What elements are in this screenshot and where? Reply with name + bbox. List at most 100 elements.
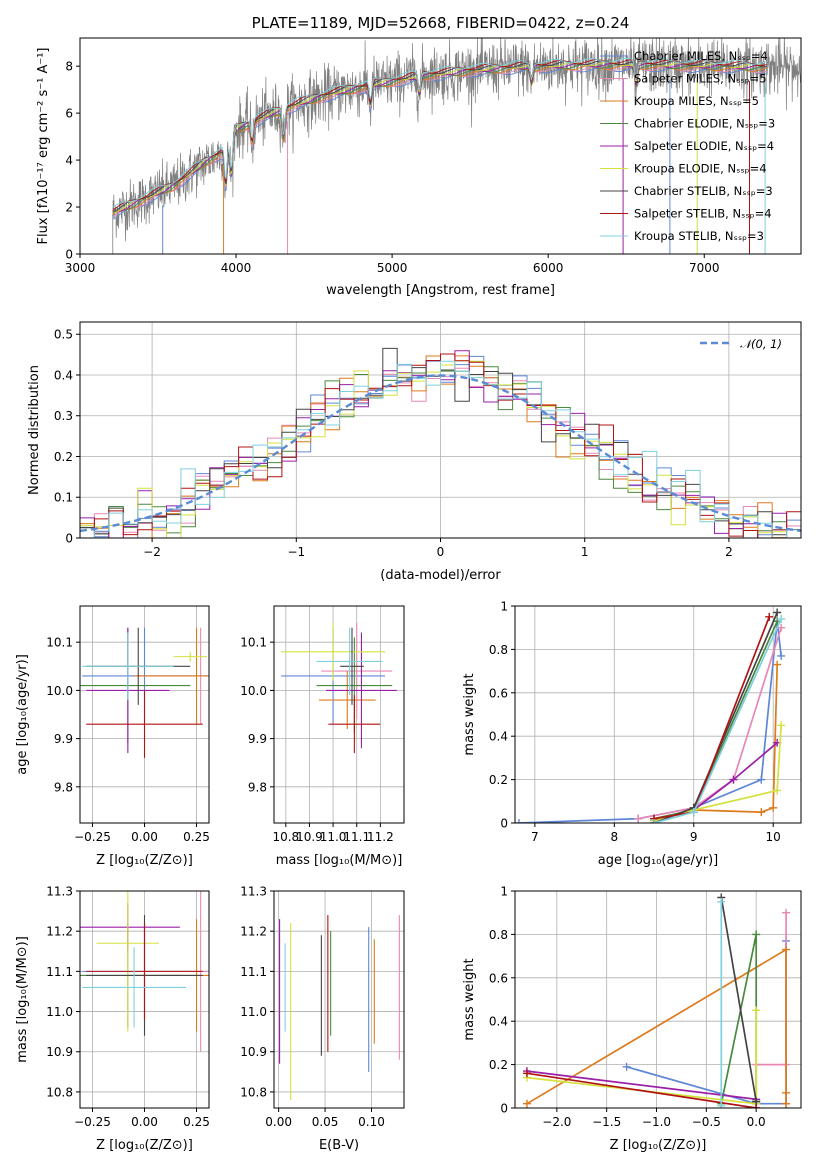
y-tick-label: 10.0	[46, 684, 73, 698]
y-tick-label: 0.2	[489, 773, 508, 787]
grid	[274, 890, 404, 1108]
axes-frame	[273, 605, 405, 824]
x-tick-label: −1	[287, 545, 305, 559]
legend-label: Chabrier MILES, Nₛₛₚ=4	[634, 49, 768, 63]
legend-label: Salpeter ELODIE, Nₛₛₚ=4	[634, 139, 774, 153]
axes-frame	[79, 37, 802, 255]
y-tick-label: 11.2	[46, 925, 73, 939]
mass-weight-series	[717, 893, 761, 1106]
y-axis-label: Flux [fλ10⁻¹⁷ erg cm⁻² s⁻¹ A⁻¹]	[36, 48, 51, 245]
plot-area	[522, 893, 791, 1108]
spectrum-panel: 3000 4000 5000 6000 7000 0 2 4 6 8 wavelength [Ang…	[36, 14, 802, 298]
chart-title: PLATE=1189, MJD=52668, FIBERID=0422, z=0…	[252, 14, 630, 32]
y-tick-label: 0.5	[54, 328, 73, 342]
x-tick-label: 0.00	[131, 830, 158, 844]
x-tick-label: 11.1	[343, 830, 370, 844]
x-tick-label: −0.5	[692, 1115, 721, 1129]
mass-weight-vs-metallicity-panel: −2.0 −1.5 −1.0 −0.5 0.0 0 0.2 0.4 0.6 0.8 1 Z [log₁…	[462, 885, 802, 1153]
legend-entry: Salpeter STELIB, Nₛₛₚ=4	[600, 207, 772, 221]
series-marker	[717, 897, 726, 906]
y-tick-label: 10.9	[240, 1045, 267, 1059]
x-tick-label: −2	[143, 545, 161, 559]
y-tick-label: 0.4	[489, 1015, 508, 1029]
series-line	[653, 616, 770, 820]
error-bar-point	[340, 627, 364, 705]
plot-area	[515, 608, 786, 823]
mass-weight-series	[650, 612, 774, 823]
series-marker	[729, 775, 738, 784]
series-marker	[769, 803, 778, 812]
error-bar-point	[86, 690, 203, 758]
legend-entry: Kroupa ELODIE, Nₛₛₚ=4	[600, 162, 767, 176]
y-tick-label: 11.2	[240, 925, 267, 939]
y-tick-label: 0.4	[489, 730, 508, 744]
series-marker	[522, 1099, 531, 1108]
x-tick-label: −1.5	[592, 1115, 621, 1129]
axes-frame	[514, 605, 802, 824]
y-tick-label: 9.8	[248, 780, 267, 794]
y-tick-label: 11.3	[46, 885, 73, 899]
x-axis-label: mass [log₁₀(M/M⊙)]	[276, 853, 403, 868]
x-axis-label: Z [log₁₀(Z/Z⊙)]	[610, 1138, 707, 1153]
y-tick-label: 0.2	[54, 450, 73, 464]
x-tick-label: 11.2	[367, 830, 394, 844]
legend-label: 𝒩(0, 1)	[740, 337, 782, 351]
legend-label: Kroupa ELODIE, Nₛₛₚ=4	[634, 162, 767, 176]
plot-area	[279, 915, 400, 1100]
error-bar-point	[318, 671, 376, 729]
series-line	[720, 897, 758, 1102]
model-spectrum-line	[112, 59, 767, 211]
y-tick-label: 0.8	[489, 928, 508, 942]
series-line	[653, 620, 778, 820]
series-marker	[650, 819, 659, 823]
x-axis-label: (data-model)/error	[380, 568, 501, 583]
series-marker	[777, 651, 786, 660]
legend-label: Kroupa MILES, Nₛₛₚ=5	[634, 94, 759, 108]
series-line	[518, 621, 782, 823]
mass-vs-metallicity-panel: −0.25 0.00 0.25 10.8 10.9 11.0 11.1 11.2 11.3 Z […	[15, 885, 210, 1154]
legend-label: Kroupa STELIB, Nₛₛₚ=3	[634, 229, 764, 243]
legend-entry: Salpeter MILES, Nₛₛₚ=5	[600, 72, 767, 86]
y-tick-label: 11.1	[46, 965, 73, 979]
y-tick-label: 1	[500, 600, 508, 614]
x-tick-label: 9	[690, 830, 698, 844]
error-bar-point	[82, 947, 187, 1028]
x-axis-label: Z [log₁₀(Z/Z⊙)]	[96, 1138, 193, 1153]
y-axis-label: Normed distribution	[27, 365, 42, 495]
legend: Chabrier MILES, Nₛₛₚ=4 Salpeter MILES, Nₛ…	[600, 49, 775, 243]
error-bar-point	[96, 891, 160, 1032]
model-spectrum-line	[112, 65, 767, 215]
x-tick-label: 10	[766, 830, 781, 844]
series-marker	[752, 1104, 761, 1108]
x-tick-label: 0.00	[265, 1115, 292, 1129]
plot-area	[281, 622, 397, 754]
y-axis-label: age [log₁₀(age/yr)]	[15, 654, 30, 775]
normal-distribution-curve	[80, 374, 801, 533]
series-marker	[515, 819, 523, 823]
x-tick-label: 1	[581, 545, 589, 559]
model-spectrum-line	[112, 57, 767, 208]
series-line	[637, 627, 782, 820]
error-bar-point	[173, 651, 207, 662]
series-marker	[689, 808, 698, 817]
grid	[274, 606, 404, 823]
mass-weight-series	[522, 1069, 761, 1108]
legend-entry: Salpeter ELODIE, Nₛₛₚ=4	[600, 139, 774, 153]
series-marker	[522, 1069, 531, 1078]
y-tick-label: 10.8	[240, 1085, 267, 1099]
age-vs-mass-panel: 10.810.911.011.111.2 9.8 9.9 10.0 10.1 mass […	[240, 605, 405, 868]
series-marker	[757, 775, 766, 784]
y-tick-label: 0	[65, 532, 73, 546]
y-tick-label: 10.1	[240, 636, 267, 650]
x-tick-label: −1.0	[642, 1115, 671, 1129]
series-marker	[752, 1006, 761, 1015]
error-bar-point	[321, 622, 393, 720]
y-tick-label: 10.8	[46, 1085, 73, 1099]
mass-weight-series	[515, 617, 786, 823]
y-tick-label: 0.6	[489, 971, 508, 985]
series-marker	[717, 1101, 726, 1108]
y-tick-label: 6	[65, 107, 73, 121]
y-tick-label: 10.1	[46, 636, 73, 650]
x-tick-label: 0	[437, 545, 445, 559]
plot-area	[80, 347, 801, 538]
